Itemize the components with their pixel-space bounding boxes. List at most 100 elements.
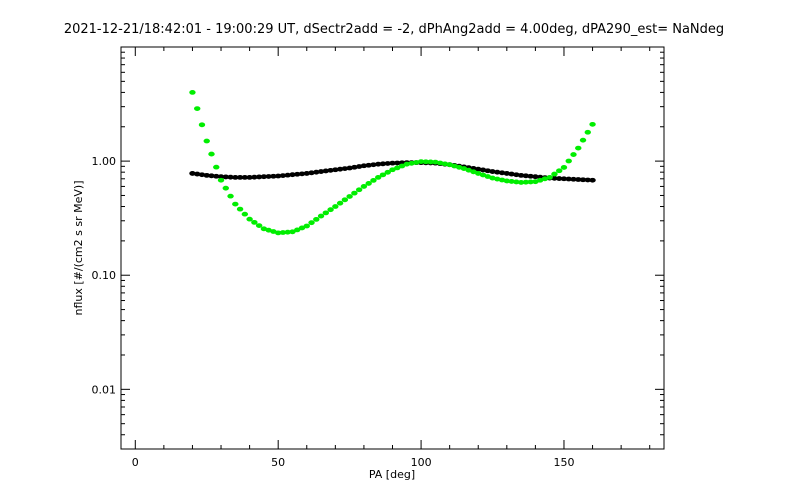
- black-series-point: [394, 160, 401, 166]
- green-series-point: [508, 179, 515, 184]
- y-tick-label: 0.01: [92, 383, 117, 396]
- black-series-point: [194, 171, 201, 177]
- green-series-point: [274, 230, 282, 236]
- black-series-point: [494, 169, 501, 175]
- y-axis-label: nflux [#/(cm2 s sr MeV)]: [72, 181, 85, 316]
- black-series-point: [298, 171, 306, 177]
- green-series-point: [527, 179, 534, 185]
- black-series-point: [246, 174, 253, 180]
- black-series-point: [313, 169, 320, 175]
- green-series-point: [575, 145, 582, 151]
- black-series-point: [189, 171, 196, 176]
- black-series-point: [332, 167, 339, 173]
- green-series-point: [241, 211, 249, 217]
- green-series-point: [384, 169, 391, 175]
- black-series-point: [346, 165, 353, 171]
- black-series-point: [370, 162, 377, 168]
- green-series-point: [360, 184, 368, 189]
- black-series-point: [517, 172, 525, 178]
- green-series-point: [570, 152, 577, 157]
- black-series-point: [317, 169, 325, 174]
- black-series-point: [579, 177, 587, 183]
- black-series-point: [498, 170, 506, 176]
- black-series-point: [379, 161, 387, 167]
- green-series-point: [279, 230, 287, 235]
- black-series-point: [575, 177, 582, 182]
- x-tick-label: 100: [411, 456, 432, 469]
- green-series-point: [203, 138, 210, 144]
- x-tick-label: 50: [271, 456, 285, 469]
- green-series-point: [517, 180, 525, 185]
- green-series-point: [289, 229, 296, 235]
- black-series-point: [355, 164, 363, 169]
- black-series-point: [270, 173, 277, 179]
- green-series-point: [198, 122, 206, 128]
- green-series-point: [351, 190, 358, 196]
- green-series-point: [355, 187, 363, 193]
- black-series-point: [289, 172, 296, 178]
- black-series-point: [360, 163, 368, 169]
- green-series-point: [255, 223, 263, 229]
- green-series-point: [470, 169, 477, 175]
- black-series-point: [241, 174, 249, 180]
- black-series-point: [336, 166, 344, 172]
- green-series-point: [422, 159, 430, 165]
- black-series-point: [351, 164, 358, 170]
- green-series-point: [584, 129, 591, 135]
- green-series-point: [565, 158, 572, 164]
- green-series-point: [379, 172, 387, 178]
- green-series-point: [336, 200, 344, 206]
- green-series-point: [365, 181, 372, 186]
- axis-ticks: 0 50 100 150 0.01 0.10 1.00: [92, 47, 664, 469]
- green-series-point: [551, 171, 558, 177]
- green-series-point: [332, 204, 339, 209]
- y-tick-label: 1.00: [92, 155, 117, 168]
- green-series-point: [208, 151, 215, 157]
- black-series-point: [365, 162, 372, 168]
- green-series-point: [513, 179, 520, 185]
- green-series-point: [222, 185, 229, 191]
- green-series-point: [589, 121, 596, 127]
- green-series-point: [227, 193, 234, 199]
- green-series-point: [322, 210, 330, 216]
- black-series-point: [232, 174, 239, 180]
- black-series-point: [265, 174, 272, 179]
- black-series-point: [255, 174, 263, 180]
- black-series-point: [260, 174, 268, 180]
- plot-frame: [120, 46, 665, 450]
- black-series-point: [236, 174, 244, 180]
- black-series-point: [527, 173, 534, 179]
- green-series-point: [503, 178, 511, 184]
- black-series-point: [570, 176, 577, 182]
- green-series-point: [341, 197, 349, 203]
- green-series-point: [556, 168, 563, 174]
- black-series-point: [503, 171, 511, 176]
- black-series-point: [341, 166, 349, 171]
- black-series-point: [222, 174, 229, 180]
- green-series-point: [213, 164, 220, 170]
- black-series-point: [484, 168, 491, 174]
- y-tick-label: 0.10: [92, 269, 117, 282]
- green-series-point: [308, 220, 315, 226]
- black-series-point: [279, 173, 287, 178]
- black-series-point: [227, 174, 234, 180]
- green-series-point: [370, 178, 377, 183]
- green-series-point: [194, 106, 201, 112]
- black-series-point: [556, 176, 563, 181]
- black-series-point: [303, 171, 310, 176]
- black-series-point: [308, 170, 315, 176]
- green-series-point: [394, 165, 401, 171]
- x-tick-label: 0: [132, 456, 139, 469]
- green-series-point: [560, 165, 568, 170]
- black-series-point: [213, 173, 220, 179]
- green-series-point: [417, 159, 425, 165]
- black-series-point: [522, 173, 530, 179]
- black-series-point: [532, 174, 539, 180]
- black-series-point: [208, 173, 215, 179]
- green-series-point: [251, 219, 258, 225]
- chart-title: 2021-12-21/18:42:01 - 19:00:29 UT, dSect…: [64, 22, 724, 37]
- green-series-point: [427, 159, 434, 165]
- black-series-point: [198, 172, 206, 178]
- black-series-point: [284, 172, 291, 178]
